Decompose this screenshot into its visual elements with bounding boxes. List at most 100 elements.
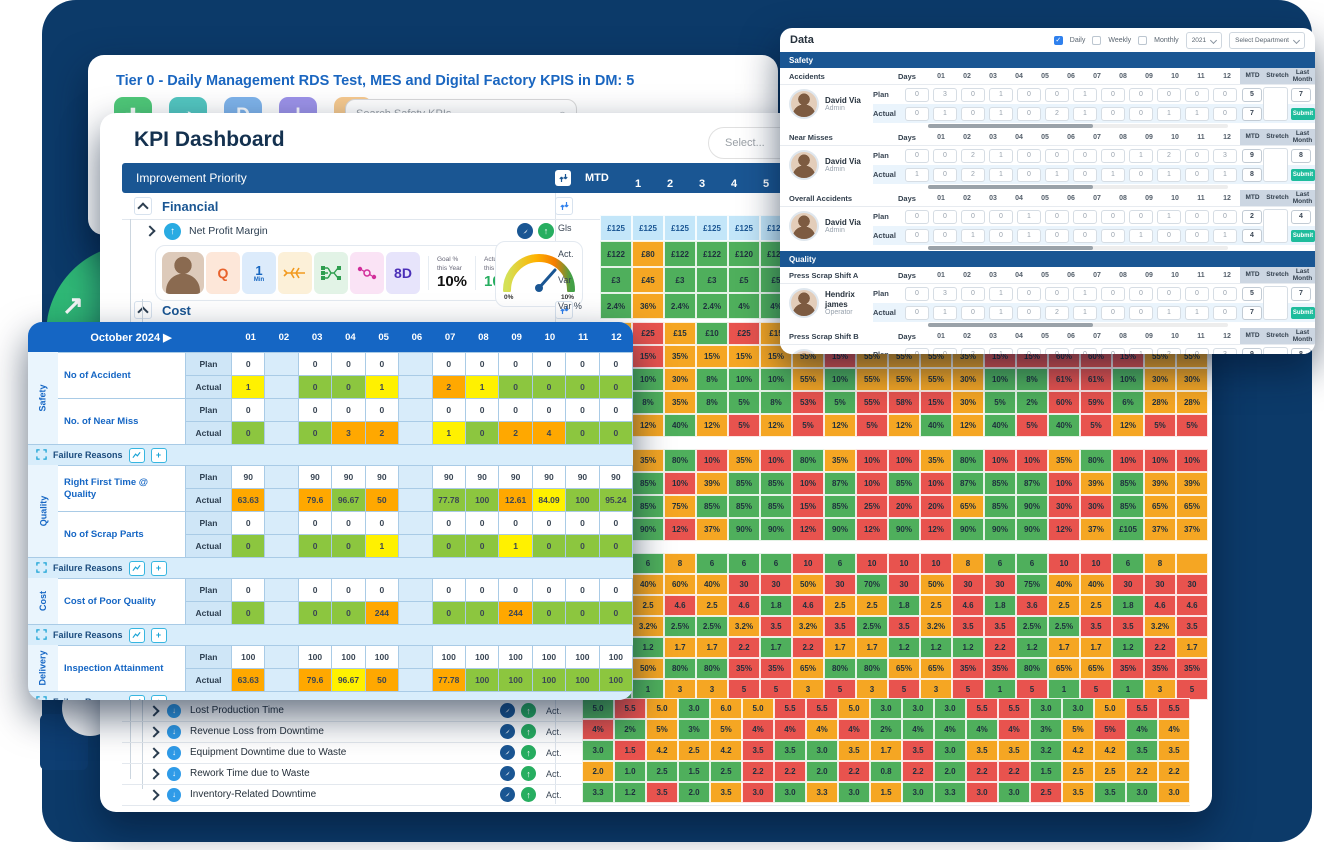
day-input[interactable]: 0 [1101,87,1125,102]
day-input[interactable]: 0 [961,209,985,224]
day-input[interactable]: 1 [1213,228,1237,243]
day-input[interactable]: 1 [1101,167,1125,182]
table-cell[interactable]: 100 [232,646,266,668]
table-cell[interactable]: 1 [432,422,466,444]
day-input[interactable]: 0 [905,286,929,301]
table-cell[interactable]: 0 [532,579,567,601]
table-cell[interactable]: 0 [365,579,400,601]
table-cell[interactable]: 0 [332,535,366,557]
table-cell[interactable]: 244 [365,602,400,624]
day-input[interactable]: 0 [1129,286,1153,301]
stretch-input[interactable] [1263,209,1288,243]
table-cell[interactable]: 0 [465,535,500,557]
day-input[interactable]: 0 [1101,305,1125,320]
day-input[interactable]: 0 [1185,87,1209,102]
day-input[interactable]: 0 [1045,87,1069,102]
day-input[interactable]: 0 [1045,347,1069,354]
table-cell[interactable]: 0 [599,602,633,624]
table-cell[interactable]: 0 [566,579,600,601]
day-input[interactable]: 0 [1213,305,1237,320]
table-cell[interactable]: 0 [232,602,266,624]
table-cell[interactable]: 0 [298,535,333,557]
chart-button[interactable] [128,694,145,700]
day-input[interactable]: 0 [1017,305,1041,320]
table-cell[interactable]: 0 [532,399,567,421]
day-input[interactable]: 0 [1073,148,1097,163]
compass-icon[interactable] [517,223,533,239]
table-cell[interactable] [265,422,299,444]
table-cell[interactable]: 0 [532,512,567,534]
table-cell[interactable]: 244 [499,602,533,624]
table-cell[interactable]: 12.61 [499,489,533,511]
process-matrix-icon[interactable]: Q [206,252,240,294]
day-input[interactable]: 2 [961,167,985,182]
table-cell[interactable]: 0 [465,422,500,444]
day-input[interactable]: 1 [1185,305,1209,320]
expand-chevron-icon[interactable] [144,225,156,237]
day-input[interactable]: 0 [1213,286,1237,301]
expand-icon[interactable] [36,695,47,701]
expand-icon[interactable] [36,561,47,575]
day-input[interactable]: 3 [933,286,957,301]
day-input[interactable]: 0 [1045,209,1069,224]
table-cell[interactable]: 0 [298,602,333,624]
expand-icon[interactable] [36,448,47,462]
day-input[interactable]: 0 [1185,148,1209,163]
table-cell[interactable]: 100 [532,669,567,691]
table-cell[interactable]: 63.63 [232,489,266,511]
compass-icon[interactable] [500,745,515,760]
day-input[interactable]: 2 [1157,148,1181,163]
table-cell[interactable]: 0 [432,399,466,421]
day-input[interactable]: 0 [1101,209,1125,224]
table-cell[interactable]: 0 [232,422,266,444]
table-cell[interactable]: 0 [465,512,500,534]
day-input[interactable]: 1 [905,167,929,182]
collapse-chevron-icon[interactable] [134,301,152,319]
table-cell[interactable]: 100 [298,646,333,668]
day-input[interactable]: 1 [961,228,985,243]
department-select[interactable]: Select Department [1229,31,1305,49]
submit-button[interactable]: Submit [1291,229,1315,242]
table-cell[interactable] [265,669,299,691]
table-cell[interactable]: 0 [365,399,400,421]
table-cell[interactable]: 0 [432,535,466,557]
day-input[interactable]: 0 [1101,106,1125,121]
table-cell[interactable]: 0 [566,376,600,398]
table-cell[interactable]: 0 [499,399,533,421]
scrollbar-thumb[interactable] [928,323,1093,327]
day-input[interactable]: 1 [933,305,957,320]
table-cell[interactable]: 0 [298,353,333,375]
scrollbar-thumb[interactable] [928,246,1093,250]
table-cell[interactable] [399,646,433,668]
table-cell[interactable]: 77.78 [432,669,466,691]
day-input[interactable]: 0 [1045,286,1069,301]
eight-d-icon[interactable]: 8D [386,252,420,294]
expand-chevron-icon[interactable] [148,725,160,738]
table-cell[interactable]: 84.09 [532,489,567,511]
table-cell[interactable] [399,512,433,534]
one-min-icon[interactable]: 1 Min [242,252,276,294]
table-cell[interactable]: 0 [232,535,266,557]
table-cell[interactable]: 96.67 [332,669,366,691]
day-input[interactable]: 0 [1073,228,1097,243]
table-cell[interactable]: 0 [332,512,366,534]
day-input[interactable]: 0 [1073,347,1097,354]
kpi-name[interactable]: Right First Time @ Quality [58,466,186,511]
fishbone-icon[interactable] [278,252,312,294]
table-cell[interactable]: 0 [298,376,333,398]
table-cell[interactable]: 100 [332,646,366,668]
day-input[interactable]: 0 [1129,167,1153,182]
table-cell[interactable]: 1 [499,535,533,557]
table-cell[interactable]: 0 [332,602,366,624]
table-cell[interactable]: 0 [566,422,600,444]
table-cell[interactable] [399,466,433,488]
table-cell[interactable]: 0 [599,535,633,557]
sort-icon[interactable] [555,170,571,186]
submit-button[interactable]: Submit [1291,168,1315,181]
day-input[interactable]: 0 [905,209,929,224]
kpi-row-net-profit-margin[interactable]: ↑ Net Profit Margin ↑ [122,219,554,243]
table-cell[interactable]: 0 [499,512,533,534]
table-cell[interactable]: 0 [365,512,400,534]
table-cell[interactable]: 0 [599,422,633,444]
day-input[interactable]: 0 [933,228,957,243]
